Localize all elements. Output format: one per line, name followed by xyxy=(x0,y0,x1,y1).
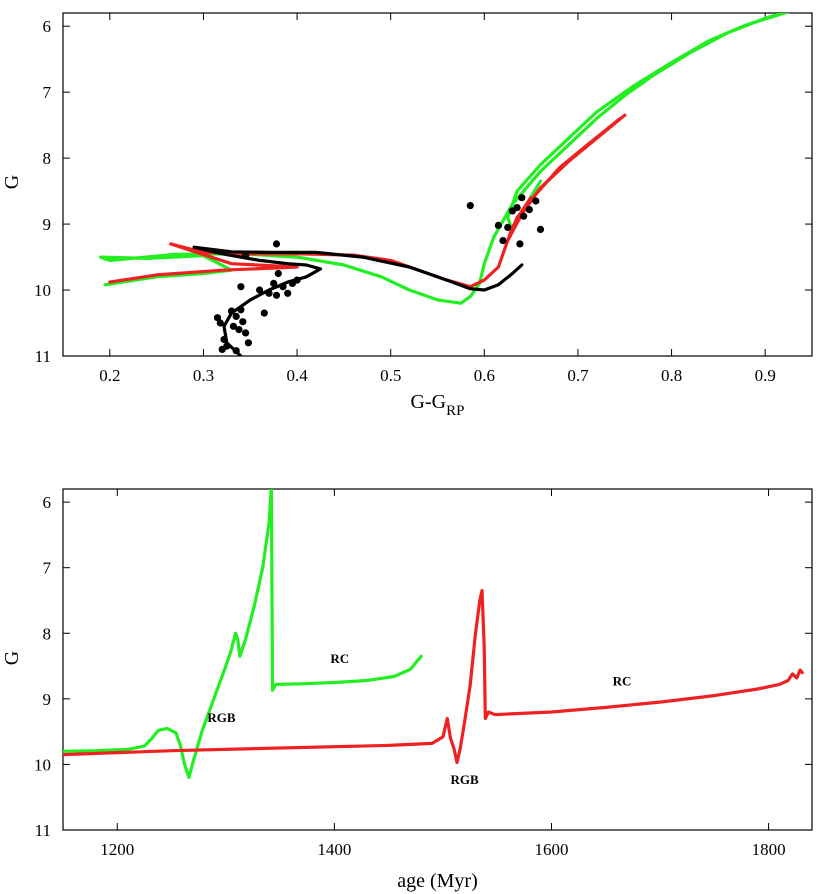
x-tick-label: 0.3 xyxy=(193,366,214,385)
data-point xyxy=(293,276,301,284)
data-point xyxy=(274,269,282,278)
data-point xyxy=(520,212,528,220)
x-tick-label: 0.5 xyxy=(380,366,401,385)
data-point xyxy=(536,225,545,233)
plot-area xyxy=(63,489,804,780)
annotation-label: RGB xyxy=(207,710,236,725)
y-tick-label: 8 xyxy=(43,624,52,643)
data-point xyxy=(532,197,540,205)
data-point xyxy=(272,240,281,248)
x-tick-label: 0.8 xyxy=(661,366,682,385)
x-tick-label: 0.2 xyxy=(99,366,120,385)
data-point xyxy=(232,312,240,320)
data-point xyxy=(516,240,524,248)
data-point xyxy=(279,283,287,291)
series-line xyxy=(506,116,622,243)
y-tick-label: 9 xyxy=(43,215,52,234)
series-line xyxy=(63,589,804,765)
plot-frame xyxy=(62,488,813,831)
data-point xyxy=(232,347,240,355)
data-point xyxy=(244,339,252,347)
x-tick-label: 1600 xyxy=(534,840,568,859)
series-line xyxy=(192,245,524,356)
data-point xyxy=(284,289,292,297)
data-point xyxy=(216,319,224,327)
y-tick-label: 10 xyxy=(34,281,51,300)
y-tick-label: 10 xyxy=(34,755,51,774)
data-point xyxy=(256,286,264,294)
data-point xyxy=(260,309,268,317)
bottom-panel-magnitude-vs-age: 1200 1400 1600 1800 6 7 8 9 10 11 age (Myr) G RGB RC R… xyxy=(1,488,813,892)
data-point xyxy=(239,318,247,326)
data-point xyxy=(272,291,281,299)
x-tick-label: 1400 xyxy=(317,840,351,859)
x-tick-label: 0.7 xyxy=(567,366,589,385)
y-axis-title: G xyxy=(1,175,23,189)
x-axis-title: G-GRP xyxy=(411,391,465,419)
data-point xyxy=(237,306,245,314)
plot-area xyxy=(98,13,790,356)
data-point xyxy=(220,335,228,344)
data-point xyxy=(466,202,474,210)
data-point xyxy=(525,206,533,214)
series-line xyxy=(98,13,788,305)
data-point xyxy=(270,279,278,287)
data-point xyxy=(242,252,250,260)
data-point xyxy=(229,322,237,330)
plot-frame xyxy=(62,12,813,357)
data-point xyxy=(235,326,243,334)
y-tick-label: 8 xyxy=(43,149,52,168)
data-point xyxy=(518,194,526,202)
x-tick-label: 0.9 xyxy=(755,366,776,385)
series-line xyxy=(506,13,790,233)
y-tick-label: 6 xyxy=(43,17,52,36)
data-point xyxy=(513,204,521,212)
data-point xyxy=(237,283,245,291)
data-point xyxy=(218,345,226,353)
data-point xyxy=(213,314,222,322)
x-tick-label: 0.4 xyxy=(286,366,308,385)
x-tick-label: 0.6 xyxy=(474,366,495,385)
y-tick-label: 11 xyxy=(35,821,51,840)
y-tick-label: 7 xyxy=(43,559,52,578)
series-line xyxy=(108,113,627,289)
annotation-label: RC xyxy=(330,651,349,666)
x-tick-label: 1800 xyxy=(752,840,786,859)
data-point xyxy=(499,237,507,245)
annotation-label: RC xyxy=(613,674,632,689)
y-axis-title: G xyxy=(1,651,23,665)
top-panel-color-magnitude-diagram: 0.2 0.3 0.4 0.5 0.6 0.7 0.8 0.9 6 7 8 9 10 11 G-GRP G xyxy=(1,12,813,419)
series-line xyxy=(63,489,423,780)
data-point xyxy=(227,307,236,315)
data-point xyxy=(265,289,273,297)
y-tick-label: 11 xyxy=(35,347,51,366)
x-tick-label: 1200 xyxy=(100,840,134,859)
data-point xyxy=(494,221,502,229)
annotation-label: RGB xyxy=(451,772,480,787)
data-point xyxy=(504,223,512,231)
y-tick-label: 9 xyxy=(43,690,52,709)
data-point xyxy=(242,329,250,337)
x-axis-title-subscript: RP xyxy=(446,403,464,419)
x-axis-title: age (Myr) xyxy=(397,870,478,892)
y-tick-label: 6 xyxy=(43,493,52,512)
y-tick-label: 7 xyxy=(43,83,52,102)
